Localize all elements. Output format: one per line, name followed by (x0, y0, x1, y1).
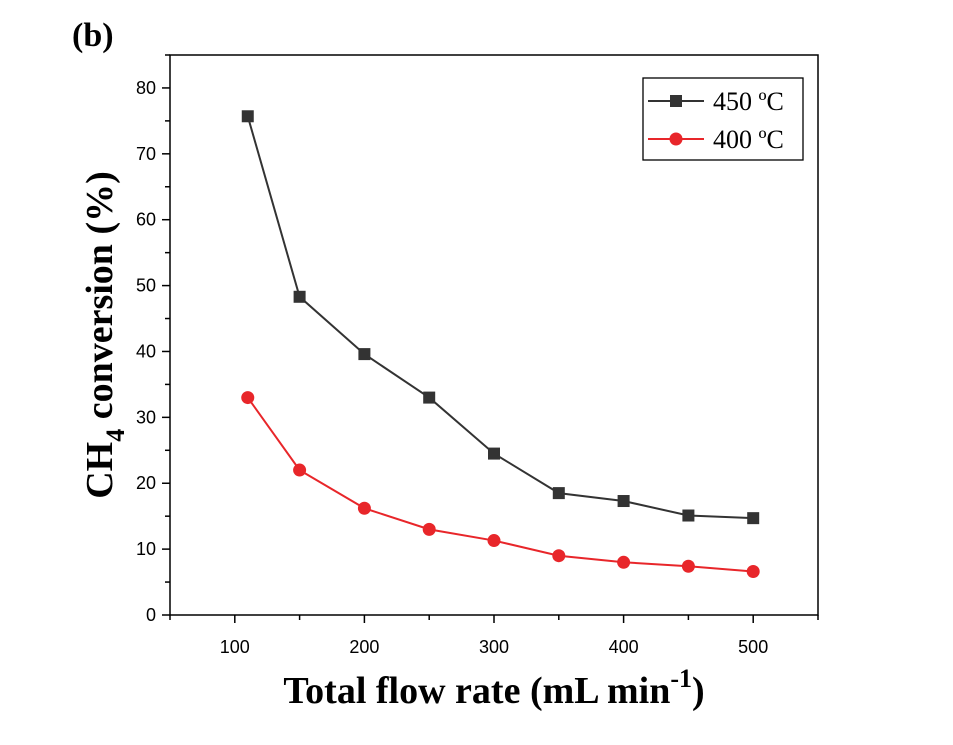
data-point (487, 534, 501, 548)
data-point (358, 348, 371, 361)
data-point (552, 549, 566, 563)
data-point (241, 391, 255, 405)
y-tick-label: 30 (136, 407, 156, 427)
data-point (422, 522, 436, 536)
y-axis: 0 10 20 30 40 50 60 70 80 (136, 54, 170, 625)
x-tick-label: 300 (479, 637, 509, 657)
series-line (246, 115, 754, 520)
x-axis-title-sup: -1 (670, 664, 692, 693)
panel-label: (b) (72, 17, 114, 54)
y-tick-label: 20 (136, 473, 156, 493)
y-axis-title-sub: 4 (101, 429, 130, 442)
data-point (747, 512, 760, 525)
data-point (746, 565, 760, 579)
y-tick-label: 40 (136, 341, 156, 361)
data-point (617, 495, 630, 508)
x-tick-label: 100 (220, 637, 250, 657)
data-point (681, 559, 695, 573)
y-tick-label: 50 (136, 276, 156, 296)
legend-label: 450 ºC (713, 87, 784, 116)
data-point (241, 110, 254, 123)
data-point (617, 555, 631, 569)
data-point (293, 463, 307, 477)
legend-marker (670, 95, 682, 107)
data-point (423, 391, 436, 404)
legend-marker (669, 132, 683, 146)
series-line (246, 397, 754, 573)
x-axis-title-main: Total flow rate (mL min (283, 670, 670, 712)
x-tick-label: 500 (738, 637, 768, 657)
y-tick-label: 80 (136, 78, 156, 98)
legend-label: 400 ºC (713, 125, 784, 154)
data-point (682, 509, 695, 522)
y-tick-label: 0 (146, 605, 156, 625)
series-layer (241, 110, 760, 579)
legend: 450 ºC 400 ºC (642, 77, 804, 161)
series-1 (241, 391, 760, 579)
x-axis: 100 200 300 400 500 (169, 615, 819, 657)
y-axis-title: CH4 conversion (%) (79, 171, 130, 499)
y-tick-label: 60 (136, 210, 156, 230)
y-tick-label: 70 (136, 144, 156, 164)
y-axis-title-post: conversion (%) (79, 171, 121, 429)
legend-box (642, 77, 804, 161)
data-point (357, 501, 371, 515)
data-point (293, 290, 306, 303)
data-point (488, 447, 500, 460)
x-axis-title: Total flow rate (mL min-1) (283, 664, 704, 712)
x-tick-label: 200 (349, 637, 379, 657)
x-axis-title-close: ) (692, 670, 705, 712)
data-point (552, 487, 565, 500)
y-axis-title-pre: CH (79, 442, 121, 499)
series-0 (241, 110, 760, 525)
x-tick-label: 400 (609, 637, 639, 657)
y-tick-label: 10 (136, 539, 156, 559)
